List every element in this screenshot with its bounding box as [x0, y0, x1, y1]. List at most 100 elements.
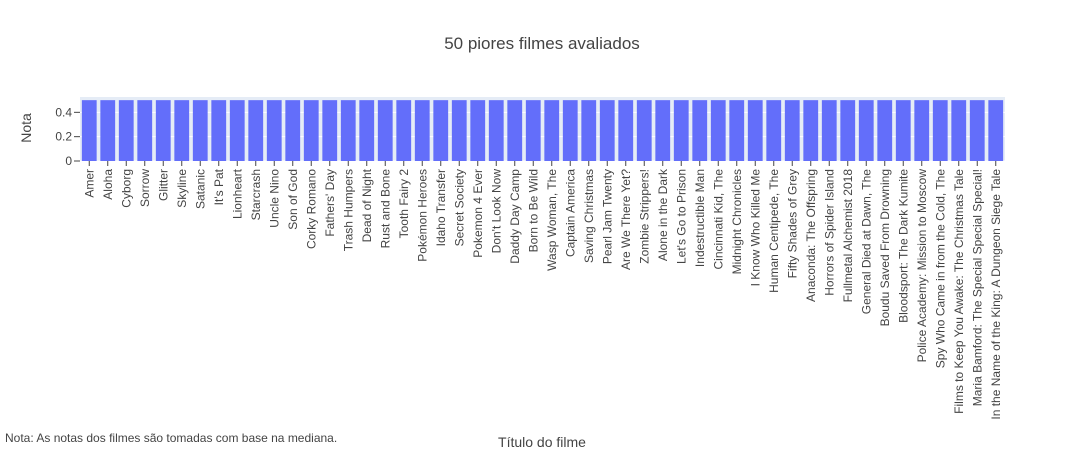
- x-tick-label: Maria Bamford: The Special Special Speci…: [970, 169, 984, 406]
- bar[interactable]: [414, 100, 430, 161]
- x-tick-label: Spy Who Came in from the Cold, The: [933, 169, 947, 369]
- bar[interactable]: [285, 100, 301, 161]
- bar[interactable]: [877, 100, 893, 161]
- bar[interactable]: [137, 100, 153, 161]
- bar[interactable]: [636, 100, 652, 161]
- bar[interactable]: [192, 100, 208, 161]
- x-tick-label: Captain America: [563, 169, 577, 257]
- bar[interactable]: [433, 100, 449, 161]
- bar[interactable]: [895, 100, 911, 161]
- x-tick-label: I Know Who Killed Me: [748, 169, 762, 287]
- x-tick-label: Don't Look Now: [489, 169, 503, 254]
- x-tick-label: Glitter: [156, 169, 170, 201]
- bar[interactable]: [618, 100, 634, 161]
- bar[interactable]: [655, 100, 671, 161]
- bar[interactable]: [451, 100, 467, 161]
- x-tick-label: Dead of Night: [360, 168, 374, 242]
- bar[interactable]: [710, 100, 726, 161]
- x-tick-label: Secret Society: [452, 169, 466, 246]
- bar[interactable]: [692, 100, 708, 161]
- bar[interactable]: [932, 100, 948, 161]
- bar[interactable]: [100, 100, 116, 161]
- x-tick-label: Sorrow: [138, 169, 152, 207]
- bar[interactable]: [359, 100, 375, 161]
- chart-title: 50 piores filmes avaliados: [444, 34, 640, 53]
- x-tick-label: General Died at Dawn, The: [859, 169, 873, 315]
- x-tick-label: Tooth Fairy 2: [397, 169, 411, 239]
- bar[interactable]: [988, 100, 1004, 161]
- bar[interactable]: [562, 100, 578, 161]
- x-tick-label: Skyline: [175, 169, 189, 208]
- x-tick-label: Human Centipede, The: [767, 169, 781, 293]
- x-tick-label: Fifty Shades of Grey: [785, 169, 799, 278]
- y-tick-label: 0: [65, 154, 72, 168]
- bar[interactable]: [174, 100, 190, 161]
- y-axis-label: Nota: [18, 113, 34, 143]
- x-tick-label: Alone in the Dark: [656, 168, 670, 261]
- bar[interactable]: [821, 100, 837, 161]
- y-axis-ticks: 0 0.2 0.4: [55, 105, 80, 168]
- bar[interactable]: [248, 100, 264, 161]
- x-tick-label: Midnight Chronicles: [730, 169, 744, 274]
- x-tick-label: Horrors of Spider Island: [822, 169, 836, 296]
- bar[interactable]: [396, 100, 412, 161]
- x-tick-label: Amer: [82, 169, 96, 198]
- bar[interactable]: [581, 100, 597, 161]
- x-tick-label: Are We There Yet?: [619, 169, 633, 270]
- bar[interactable]: [803, 100, 819, 161]
- x-tick-label: Pokemon 4 Ever: [471, 169, 485, 258]
- bar[interactable]: [81, 100, 97, 161]
- x-tick-label: Let's Go to Prison: [674, 169, 688, 264]
- x-tick-label: Zombie Strippers!: [637, 169, 651, 264]
- bar[interactable]: [155, 100, 171, 161]
- bar[interactable]: [914, 100, 930, 161]
- bar[interactable]: [673, 100, 689, 161]
- bar[interactable]: [599, 100, 615, 161]
- x-tick-label: Indestructible Man: [693, 169, 707, 267]
- bar[interactable]: [544, 100, 560, 161]
- bar[interactable]: [303, 100, 319, 161]
- x-tick-label: Rust and Bone: [378, 169, 392, 249]
- x-tick-label: Police Academy: Mission to Moscow: [915, 169, 929, 363]
- x-tick-label: Daddy Day Camp: [508, 169, 522, 264]
- footnote: Nota: As notas dos filmes são tomadas co…: [5, 431, 337, 445]
- x-tick-label: Fullmetal Alchemist 2018: [841, 169, 855, 303]
- bar[interactable]: [747, 100, 763, 161]
- x-tick-label: Saving Christmas: [582, 169, 596, 263]
- bar[interactable]: [211, 100, 227, 161]
- x-tick-label: Boudu Saved From Drowning: [878, 169, 892, 326]
- x-tick-label: Uncle Nino: [267, 169, 281, 228]
- bar[interactable]: [488, 100, 504, 161]
- bar[interactable]: [969, 100, 985, 161]
- bars-group: [81, 100, 1004, 161]
- x-tick-label: Pokémon Heroes: [415, 169, 429, 262]
- bar[interactable]: [525, 100, 541, 161]
- x-axis-ticks: Amer Aloha Cyborg Sorrow Glitter Skyline Satan…: [82, 161, 1003, 420]
- x-tick-label: Films to Keep You Awake: The Christmas T…: [952, 169, 966, 414]
- bar[interactable]: [840, 100, 856, 161]
- x-tick-label: Fathers' Day: [323, 169, 337, 237]
- bar[interactable]: [322, 100, 338, 161]
- bar[interactable]: [266, 100, 282, 161]
- x-tick-label: Aloha: [101, 169, 115, 200]
- bar[interactable]: [470, 100, 486, 161]
- bar[interactable]: [951, 100, 967, 161]
- x-tick-label: Trash Humpers: [341, 169, 355, 251]
- x-tick-label: Idaho Transfer: [434, 169, 448, 246]
- x-tick-label: Born to Be Wild: [526, 169, 540, 252]
- bar[interactable]: [377, 100, 393, 161]
- bar[interactable]: [729, 100, 745, 161]
- y-tick-label: 0.4: [55, 105, 72, 119]
- x-axis-label: Título do filme: [498, 434, 586, 450]
- bar[interactable]: [784, 100, 800, 161]
- bar[interactable]: [858, 100, 874, 161]
- bar[interactable]: [118, 100, 134, 161]
- x-tick-label: It's Pat: [212, 168, 226, 205]
- x-tick-label: In the Name of the King: A Dungeon Siege…: [989, 169, 1003, 420]
- bar[interactable]: [229, 100, 245, 161]
- y-tick-label: 0.2: [55, 130, 72, 144]
- bar[interactable]: [340, 100, 356, 161]
- bar[interactable]: [507, 100, 523, 161]
- bar[interactable]: [766, 100, 782, 161]
